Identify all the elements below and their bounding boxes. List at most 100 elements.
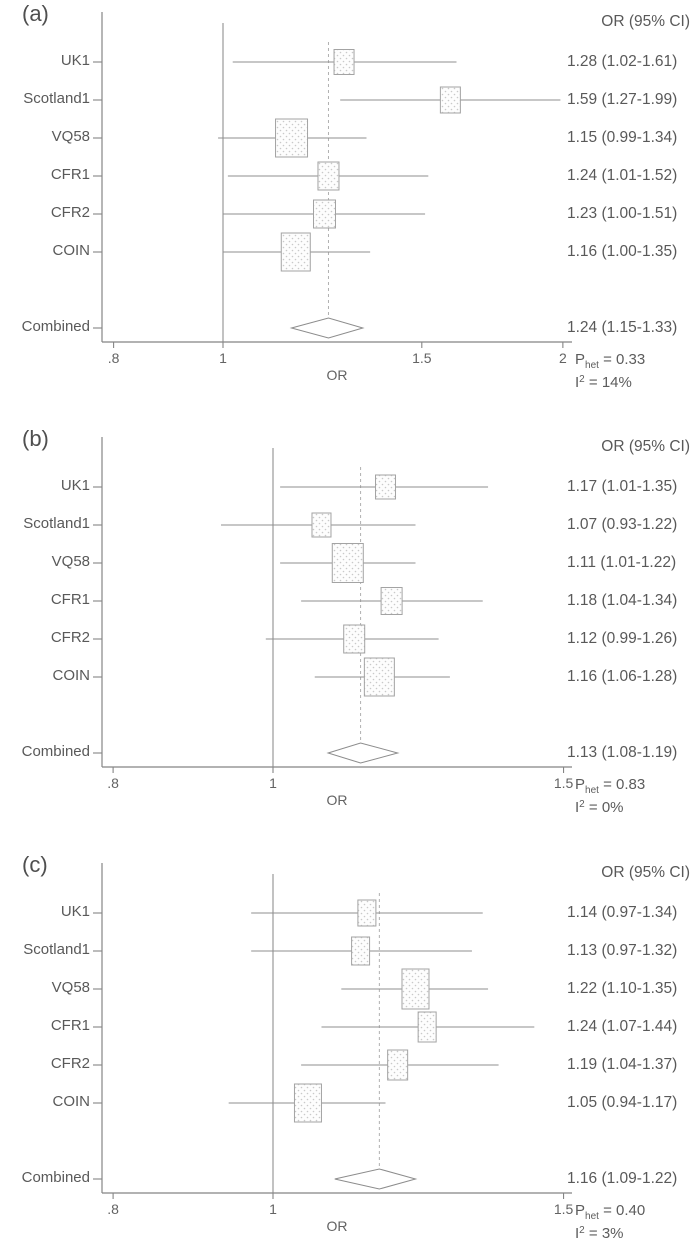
panel-label: (c) (22, 852, 48, 877)
study-box (275, 118, 309, 158)
study-box (401, 968, 430, 1010)
i2-prefix: I (575, 1225, 580, 1240)
het-p-prefix: P (575, 1202, 586, 1219)
study-box (387, 1049, 409, 1081)
combined-label: Combined (21, 743, 90, 760)
study-ci-value: 1.13 (0.97-1.32) (567, 942, 678, 959)
i2-line: I2 = 3% (575, 1225, 624, 1240)
het-p-line: Phet = 0.83 (575, 776, 646, 796)
study-box (280, 232, 311, 272)
x-axis-title: OR (326, 792, 348, 808)
combined-label: Combined (21, 318, 90, 335)
het-p-subscript: het (585, 1211, 599, 1222)
x-tick-label: .8 (107, 775, 119, 791)
i2-line: I2 = 0% (575, 799, 624, 817)
study-box (331, 543, 364, 583)
i2-value: = 0% (584, 799, 624, 816)
i2-prefix: I (575, 374, 580, 391)
x-tick-label: .8 (107, 1201, 119, 1217)
x-axis-title: OR (326, 367, 348, 383)
het-p-value: = 0.83 (598, 776, 646, 793)
study-box (351, 936, 371, 966)
het-p-subscript: het (585, 360, 599, 371)
study-label: CFR2 (50, 204, 90, 221)
x-tick-label: .8 (107, 350, 120, 366)
study-label: CFR1 (50, 591, 90, 608)
study-ci-value: 1.15 (0.99-1.34) (567, 129, 678, 146)
x-tick-label: 1.5 (553, 775, 574, 791)
study-ci-value: 1.17 (1.01-1.35) (567, 478, 678, 495)
study-ci-value: 1.22 (1.10-1.35) (567, 980, 678, 997)
i2-line: I2 = 14% (575, 374, 632, 392)
x-tick-label: 1.5 (553, 1201, 574, 1217)
het-p-subscript: het (585, 785, 599, 796)
study-ci-value: 1.24 (1.07-1.44) (567, 1018, 678, 1035)
x-tick-label: 2 (558, 350, 567, 366)
het-p-line: Phet = 0.33 (575, 351, 646, 371)
combined-label: Combined (21, 1169, 90, 1186)
study-label: CFR1 (50, 166, 90, 183)
x-tick-label: 1 (269, 775, 277, 791)
x-axis-title: OR (326, 1218, 348, 1234)
study-ci-value: 1.16 (1.06-1.28) (567, 668, 678, 685)
study-label: COIN (52, 242, 91, 259)
study-label: UK1 (60, 903, 90, 920)
i2-prefix: I (575, 799, 580, 816)
or-ci-header: OR (95% CI) (601, 13, 690, 30)
study-label: Scotland1 (23, 941, 90, 958)
study-label: Scotland1 (23, 515, 90, 532)
x-tick-label: 1 (269, 1201, 277, 1217)
study-box (317, 161, 340, 191)
study-ci-value: 1.07 (0.93-1.22) (567, 516, 678, 533)
or-ci-header: OR (95% CI) (601, 864, 690, 881)
combined-ci-value: 1.24 (1.15-1.33) (567, 319, 678, 336)
i2-superscript: 2 (579, 374, 585, 385)
combined-ci-value: 1.13 (1.08-1.19) (567, 744, 678, 761)
study-label: CFR1 (50, 1017, 90, 1034)
panel-label: (a) (22, 1, 49, 26)
or-ci-header: OR (95% CI) (601, 438, 690, 455)
combined-diamond (289, 317, 365, 339)
study-ci-value: 1.19 (1.04-1.37) (567, 1056, 678, 1073)
study-box (311, 512, 332, 538)
i2-value: = 14% (584, 374, 632, 391)
study-ci-value: 1.23 (1.00-1.51) (567, 205, 678, 222)
het-p-prefix: P (575, 351, 586, 368)
x-tick-label: 1 (219, 350, 227, 366)
combined-diamond (334, 1168, 418, 1190)
study-box (333, 49, 355, 75)
study-box (380, 587, 403, 615)
panel-label: (b) (22, 426, 49, 451)
study-box (313, 199, 337, 229)
study-ci-value: 1.16 (1.00-1.35) (567, 243, 678, 260)
study-label: UK1 (60, 477, 90, 494)
study-ci-value: 1.14 (0.97-1.34) (567, 904, 678, 921)
study-ci-value: 1.18 (1.04-1.34) (567, 592, 678, 609)
combined-diamond (326, 742, 400, 764)
het-p-value: = 0.33 (598, 351, 646, 368)
i2-superscript: 2 (579, 799, 585, 810)
study-label: COIN (52, 1093, 91, 1110)
study-ci-value: 1.59 (1.27-1.99) (567, 91, 678, 108)
study-box (357, 899, 377, 927)
het-p-value: = 0.40 (598, 1202, 646, 1219)
study-box (375, 474, 397, 500)
study-box (343, 624, 366, 654)
x-tick-label: 1.5 (412, 350, 432, 366)
het-p-prefix: P (575, 776, 586, 793)
study-box (363, 657, 395, 697)
study-label: VQ58 (51, 553, 90, 570)
study-label: COIN (52, 667, 91, 684)
study-label: CFR2 (50, 1055, 90, 1072)
study-label: CFR2 (50, 629, 90, 646)
study-label: Scotland1 (23, 90, 90, 107)
study-ci-value: 1.24 (1.01-1.52) (567, 167, 678, 184)
study-box (417, 1011, 437, 1043)
i2-superscript: 2 (579, 1225, 585, 1236)
study-label: VQ58 (51, 128, 90, 145)
study-ci-value: 1.11 (1.01-1.22) (567, 554, 677, 571)
combined-ci-value: 1.16 (1.09-1.22) (567, 1170, 678, 1187)
study-label: UK1 (60, 52, 90, 69)
